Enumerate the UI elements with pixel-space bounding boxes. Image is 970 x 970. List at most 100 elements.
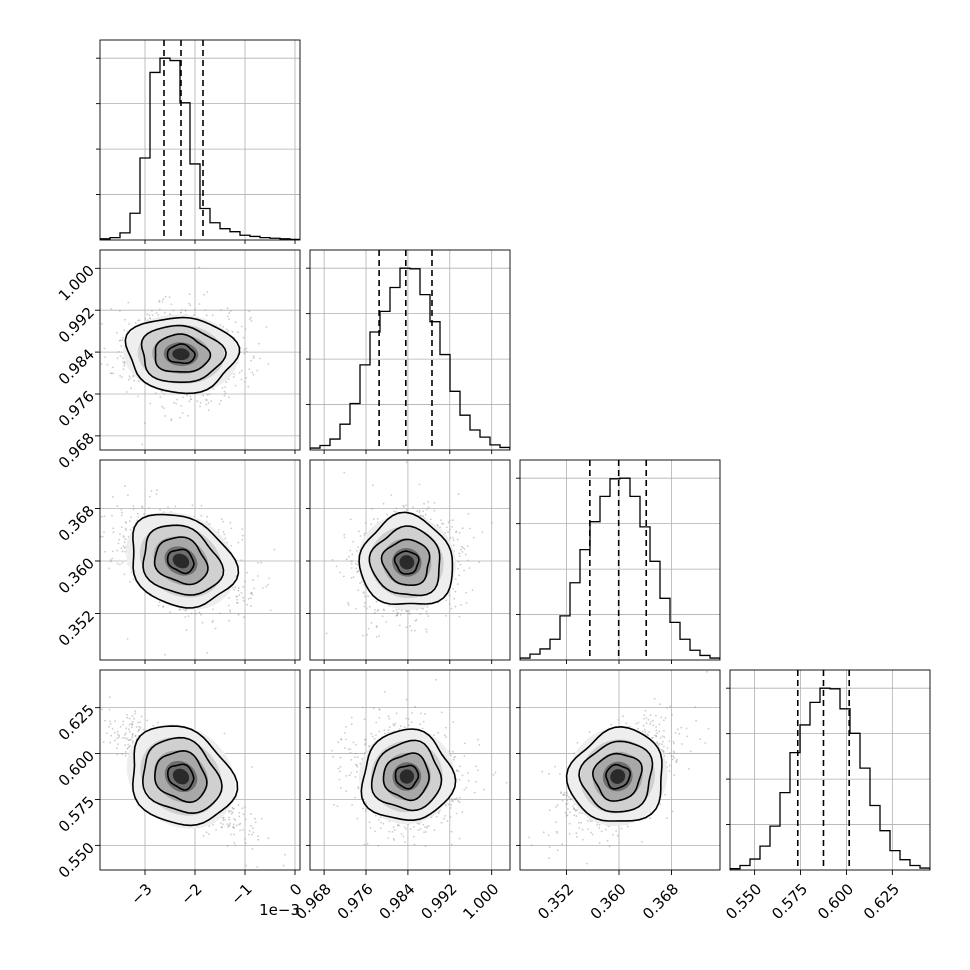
sample-point <box>148 495 151 498</box>
sample-point <box>179 311 182 314</box>
sample-point <box>112 527 115 530</box>
sample-point <box>109 696 111 699</box>
sample-point <box>267 583 269 586</box>
sample-point <box>120 514 123 517</box>
sample-point <box>242 585 245 588</box>
sample-point <box>138 319 141 321</box>
sample-point <box>234 321 237 323</box>
sample-point <box>179 416 181 419</box>
sample-point <box>402 504 405 507</box>
sample-point <box>204 309 207 311</box>
sample-point <box>164 311 166 314</box>
sample-point <box>226 845 229 847</box>
sample-point <box>190 398 193 400</box>
sample-point <box>141 443 144 446</box>
sample-point <box>433 509 436 512</box>
sample-point <box>364 602 366 604</box>
sample-point <box>238 371 241 374</box>
sample-point <box>448 603 451 605</box>
sample-point <box>162 605 165 608</box>
sample-point <box>144 317 147 320</box>
sample-point <box>339 571 341 574</box>
sample-point <box>128 745 131 748</box>
sample-point <box>136 519 139 522</box>
sample-point <box>427 506 430 509</box>
sample-point <box>251 848 254 850</box>
sample-point <box>370 523 373 525</box>
sample-point <box>162 298 165 301</box>
sample-point <box>120 526 123 529</box>
sample-point <box>253 587 256 590</box>
sample-point <box>126 716 129 719</box>
density-level <box>172 348 190 361</box>
sample-point <box>126 748 129 750</box>
panel-frame <box>99 249 301 451</box>
sample-point <box>442 522 445 525</box>
sample-point <box>241 534 244 537</box>
density-contour <box>166 343 196 365</box>
sample-point <box>182 396 184 399</box>
sample-point <box>335 565 338 568</box>
density-level <box>172 553 190 569</box>
sample-point <box>240 559 243 561</box>
sample-point <box>132 740 134 742</box>
sample-point <box>129 520 131 522</box>
sample-point <box>425 610 428 613</box>
sample-point <box>201 621 204 624</box>
sample-point <box>256 575 259 577</box>
sample-point <box>222 325 225 328</box>
sample-point <box>234 586 237 589</box>
sample-point <box>146 319 149 322</box>
sample-point <box>449 537 452 539</box>
sample-point <box>200 514 203 517</box>
sample-point <box>362 634 364 637</box>
sample-point <box>150 490 153 492</box>
sample-point <box>237 541 240 544</box>
sample-point <box>425 628 428 631</box>
sample-point <box>244 328 247 331</box>
sample-point <box>251 833 254 836</box>
sample-point <box>202 394 205 397</box>
sample-point <box>452 519 454 522</box>
sample-point <box>109 372 112 375</box>
sample-point <box>345 558 348 561</box>
sample-point <box>124 538 127 541</box>
sample-point <box>117 542 120 545</box>
sample-point <box>284 853 286 856</box>
sample-point <box>112 531 115 534</box>
sample-point <box>185 609 188 611</box>
sample-point <box>111 557 114 560</box>
sample-point <box>205 403 208 406</box>
sample-point <box>110 560 112 563</box>
sample-point <box>94 459 96 461</box>
sample-point <box>382 502 385 505</box>
sample-point <box>122 720 125 723</box>
sample-point <box>252 357 255 360</box>
sample-point <box>347 601 349 604</box>
sample-point <box>185 629 188 632</box>
sample-point <box>230 812 233 815</box>
sample-point <box>453 597 456 600</box>
sample-point <box>414 629 416 632</box>
sample-point <box>146 719 149 722</box>
sample-point <box>242 336 245 339</box>
sample-point <box>111 366 114 369</box>
sample-point <box>122 357 124 360</box>
scatter-panel-0-1 <box>100 250 300 450</box>
sample-point <box>132 508 135 511</box>
sample-point <box>364 595 366 598</box>
sample-point <box>212 823 214 826</box>
sample-point <box>398 624 401 627</box>
sample-point <box>134 710 137 713</box>
sample-point <box>125 529 128 531</box>
sample-point <box>161 405 164 408</box>
sample-point <box>256 369 259 372</box>
sample-point <box>237 331 239 334</box>
sample-point <box>228 318 230 321</box>
density-contour <box>153 536 209 586</box>
sample-point <box>325 632 328 635</box>
sample-point <box>235 824 238 827</box>
sample-point <box>381 615 384 618</box>
sample-point <box>350 563 353 565</box>
sample-point <box>129 377 132 379</box>
